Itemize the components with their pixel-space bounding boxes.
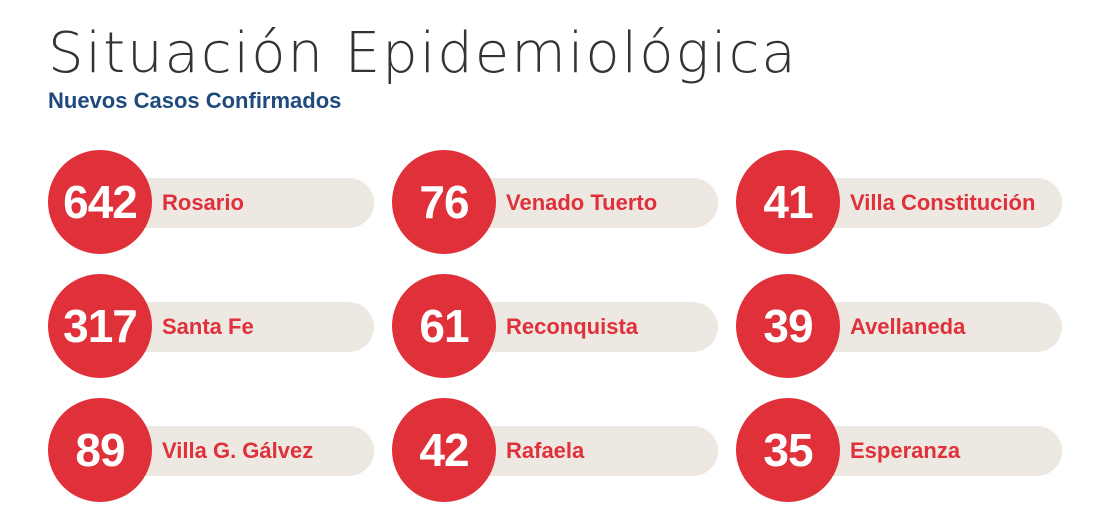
- city-name: Venado Tuerto: [506, 190, 658, 215]
- case-count-badge: 76: [392, 150, 496, 254]
- city-name: Avellaneda: [850, 314, 966, 339]
- city-card-villa-g-galvez: 89 Villa G. Gálvez: [48, 398, 374, 502]
- case-count-badge: 317: [48, 274, 152, 378]
- case-count-badge: 642: [48, 150, 152, 254]
- city-name: Rafaela: [506, 438, 585, 463]
- city-card-rosario: 642 Rosario: [48, 150, 374, 254]
- page-title: Situación Epidemiológica: [48, 21, 798, 86]
- case-count-badge: 89: [48, 398, 152, 502]
- city-card-rafaela: 42 Rafaela: [392, 398, 718, 502]
- city-card-villa-constitucion: 41 Villa Constitución: [736, 150, 1062, 254]
- city-name: Reconquista: [506, 314, 639, 339]
- page-subtitle: Nuevos Casos Confirmados: [48, 88, 342, 113]
- city-card-esperanza: 35 Esperanza: [736, 398, 1062, 502]
- case-count-badge: 39: [736, 274, 840, 378]
- city-card-avellaneda: 39 Avellaneda: [736, 274, 1062, 378]
- header: Situación Epidemiológica Nuevos Casos Co…: [48, 22, 798, 114]
- city-card-reconquista: 61 Reconquista: [392, 274, 718, 378]
- city-card-venado-tuerto: 76 Venado Tuerto: [392, 150, 718, 254]
- case-count-badge: 42: [392, 398, 496, 502]
- city-name: Villa G. Gálvez: [162, 438, 314, 463]
- city-name: Villa Constitución: [850, 190, 1036, 215]
- city-name: Rosario: [162, 190, 244, 215]
- city-card-santa-fe: 317 Santa Fe: [48, 274, 374, 378]
- case-count-badge: 61: [392, 274, 496, 378]
- city-cases-grid: 642 Rosario 76 Venado Tuerto 41 Villa Co…: [48, 150, 1062, 502]
- case-count-badge: 35: [736, 398, 840, 502]
- city-name: Santa Fe: [162, 314, 254, 339]
- case-count-badge: 41: [736, 150, 840, 254]
- city-name: Esperanza: [850, 438, 961, 463]
